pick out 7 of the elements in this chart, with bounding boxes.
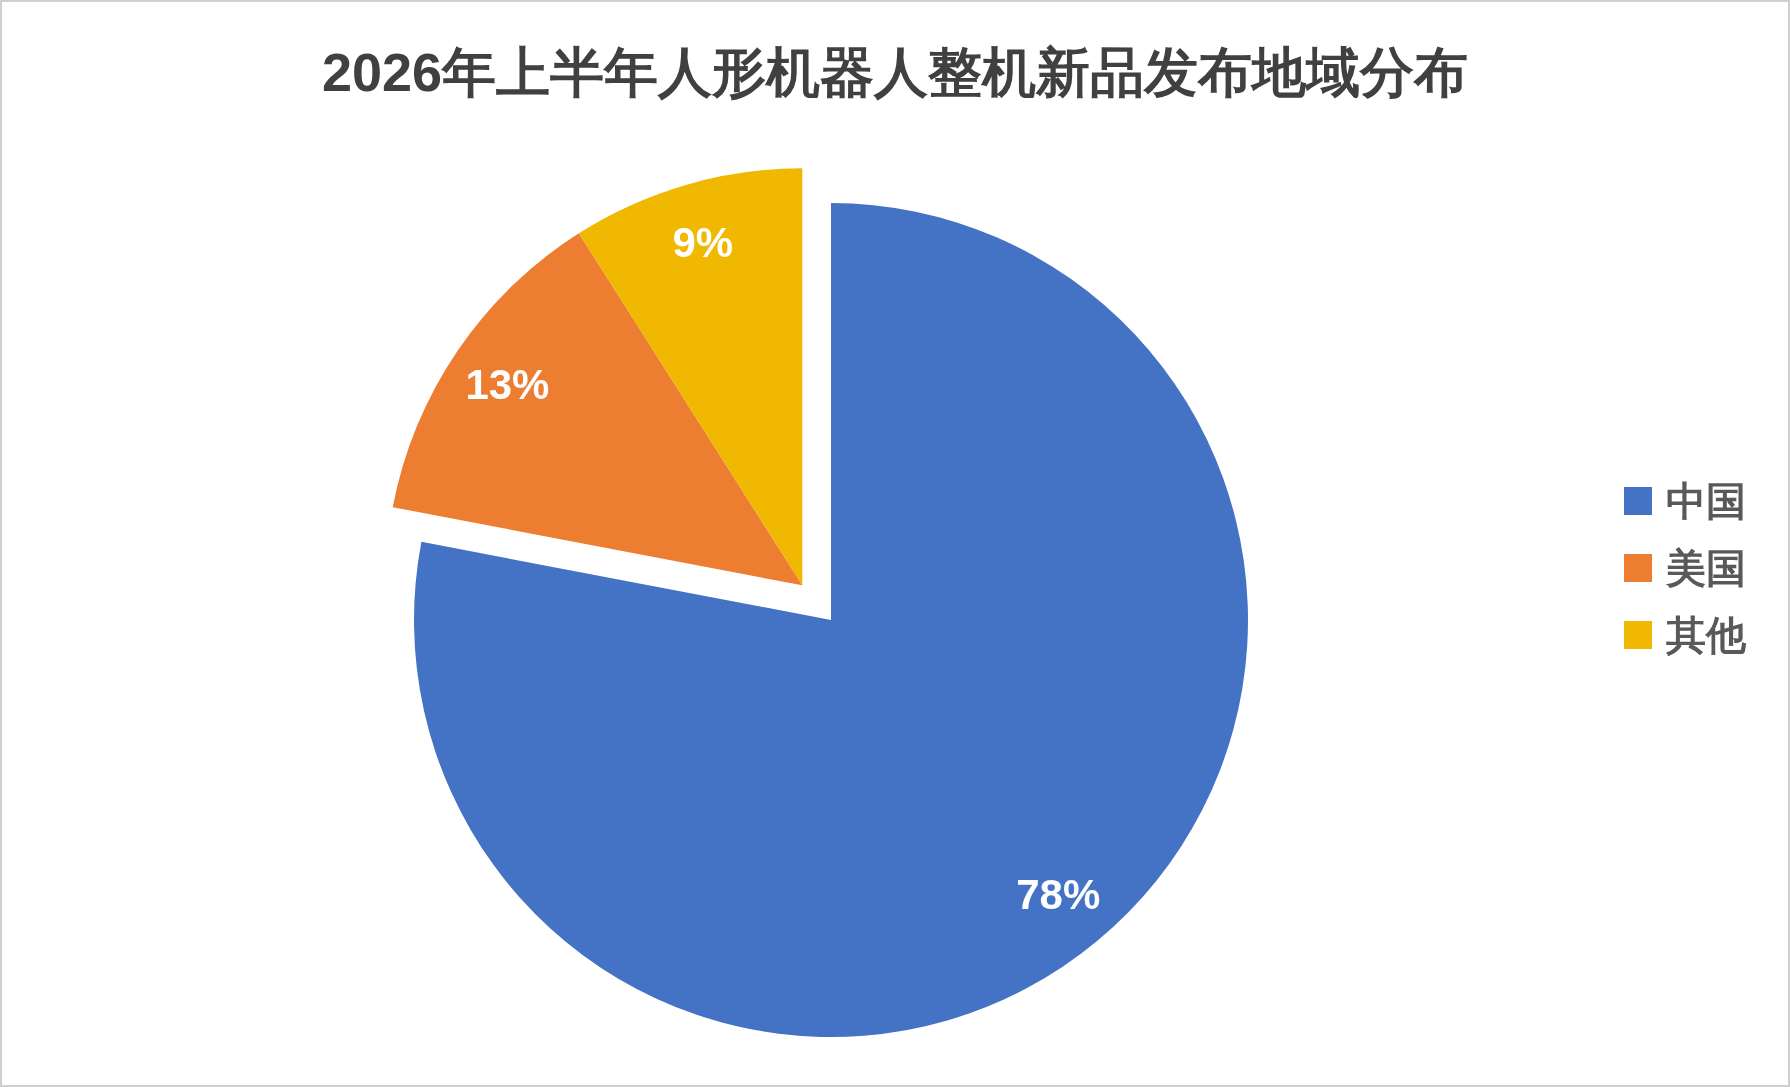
data-label: 13% bbox=[465, 361, 550, 409]
title: 2026年上半年人形机器人整机新品发布地域分布 bbox=[321, 42, 1469, 102]
legend-label: 中国 bbox=[1666, 479, 1746, 523]
legend-label: 其他 bbox=[1665, 613, 1747, 657]
data-label: 78% bbox=[1016, 871, 1101, 919]
legend-label: 美国 bbox=[1665, 546, 1746, 590]
data-label: 9% bbox=[672, 219, 734, 267]
